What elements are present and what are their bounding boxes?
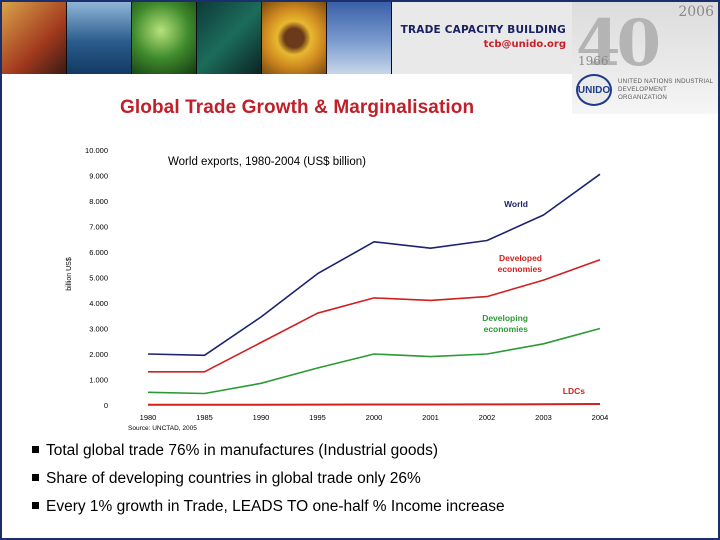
series-label-line: World <box>504 199 528 209</box>
y-tick-label: 7.000 <box>89 223 108 232</box>
bullet-item: Every 1% growth in Trade, LEADS TO one-h… <box>32 498 702 526</box>
series-labels: WorldDevelopedeconomiesDevelopingeconomi… <box>482 199 585 396</box>
header-email[interactable]: tcb@unido.org <box>483 39 566 50</box>
world-exports-chart: World exports, 1980-2004 (US$ billion) b… <box>66 146 609 432</box>
series-line-developing-economies <box>147 327 601 395</box>
header-banner: TRADE CAPACITY BUILDING tcb@unido.org <box>2 2 718 74</box>
series-label-ldcs: LDCs <box>563 386 585 396</box>
y-axis-label: billion US$ <box>66 257 73 291</box>
bullet-square-icon <box>32 474 39 482</box>
bullet-item: Total global trade 76% in manufactures (… <box>32 442 702 470</box>
y-tick-label: 5.000 <box>89 274 108 283</box>
bullet-square-icon <box>32 446 39 454</box>
x-tick-label: 1990 <box>253 413 270 422</box>
bullet-square-icon <box>32 502 39 510</box>
chart-source: Source: UNCTAD, 2005 <box>128 425 197 432</box>
series-line-world <box>147 173 601 357</box>
series-label-line: Developed <box>499 253 542 263</box>
bullet-list: Total global trade 76% in manufactures (… <box>32 442 702 526</box>
y-tick-label: 4.000 <box>89 299 108 308</box>
y-tick-label: 9.000 <box>89 172 108 181</box>
logo-year-start: 1966 <box>578 54 609 68</box>
y-tick-label: 1.000 <box>89 376 108 385</box>
series-lines <box>147 173 601 406</box>
series-line-ldcs <box>148 403 601 406</box>
x-tick-label: 2002 <box>479 413 496 422</box>
header-label: TRADE CAPACITY BUILDING tcb@unido.org <box>392 2 572 74</box>
series-line-developed-economies <box>148 258 601 373</box>
x-tick-label: 1995 <box>309 413 326 422</box>
x-tick-label: 1980 <box>140 413 157 422</box>
photo-green-plant <box>132 2 197 74</box>
y-tick-label: 2.000 <box>89 350 108 359</box>
bullet-text: Every 1% growth in Trade, LEADS TO one-h… <box>46 498 505 515</box>
unido-emblem-icon: UNIDO <box>576 74 612 106</box>
x-tick-label: 2004 <box>592 413 609 422</box>
header-title: TRADE CAPACITY BUILDING <box>400 24 566 36</box>
photo-test-tubes <box>67 2 132 74</box>
photo-circuit-board <box>197 2 262 74</box>
y-tick-label: 0 <box>104 401 108 410</box>
photo-child-silhouette <box>2 2 67 74</box>
bullet-text: Share of developing countries in global … <box>46 470 421 487</box>
unido-40-logo: 40 2006 1966 UNIDO UNITED NATIONS INDUST… <box>572 2 718 114</box>
photo-sunflower <box>262 2 327 74</box>
photo-wind-turbines <box>327 2 392 74</box>
y-axis-ticks: 0 1.000 2.000 3.000 4.000 5.000 6.000 7.000 8.00… <box>85 146 108 410</box>
x-axis-ticks: 1980 1985 1990 1995 2000 2001 2002 2003 2004 <box>140 413 609 422</box>
slide-title: Global Trade Growth & Marginalisation <box>120 97 475 118</box>
y-tick-label: 6.000 <box>89 248 108 257</box>
header-photo-strip <box>2 2 392 74</box>
series-label-line: economies <box>498 264 543 274</box>
bullet-item: Share of developing countries in global … <box>32 470 702 498</box>
series-label-line: Developing <box>482 313 528 323</box>
series-label-line: economies <box>484 324 529 334</box>
logo-org-name: UNITED NATIONS INDUSTRIAL DEVELOPMENT OR… <box>618 78 714 101</box>
x-tick-label: 1985 <box>196 413 213 422</box>
logo-year-end: 2006 <box>678 4 714 20</box>
x-tick-label: 2003 <box>535 413 552 422</box>
y-tick-label: 3.000 <box>89 325 108 334</box>
series-label-world: World <box>504 199 528 209</box>
x-tick-label: 2001 <box>422 413 439 422</box>
x-tick-label: 2000 <box>366 413 383 422</box>
logo-anniversary-number: 40 <box>576 6 661 81</box>
chart-title: World exports, 1980-2004 (US$ billion) <box>168 156 366 168</box>
y-tick-label: 10.000 <box>85 146 108 155</box>
series-label-line: LDCs <box>563 386 585 396</box>
bullet-text: Total global trade 76% in manufactures (… <box>46 442 439 459</box>
y-tick-label: 8.000 <box>89 197 108 206</box>
